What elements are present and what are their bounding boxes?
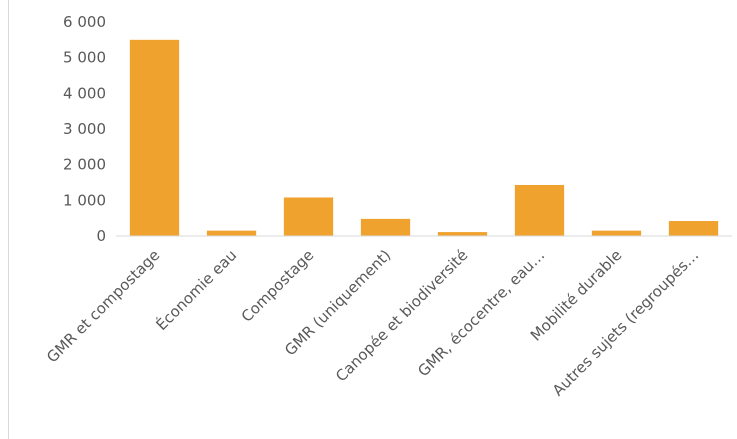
bar	[360, 218, 411, 236]
bar	[514, 184, 565, 236]
y-tick-label: 0	[96, 227, 106, 245]
x-category-label: Autres sujets (regroupés…	[549, 246, 702, 399]
bar	[129, 39, 180, 237]
x-category-label: GMR, écocentre, eau…	[414, 246, 548, 380]
y-tick-label: 5 000	[63, 49, 106, 67]
bar	[591, 230, 642, 236]
bar	[437, 232, 488, 236]
y-tick-label: 1 000	[63, 191, 106, 209]
x-category-label: Compostage	[238, 246, 318, 326]
bars	[129, 39, 719, 237]
bar	[283, 197, 334, 236]
x-category-label: GMR et compostage	[43, 246, 163, 366]
x-category-label: Économie eau	[152, 245, 241, 334]
y-tick-label: 4 000	[63, 84, 106, 102]
bar	[206, 230, 257, 236]
y-tick-label: 2 000	[63, 156, 106, 174]
y-tick-label: 3 000	[63, 120, 106, 138]
y-axis-ticks: 0 1 000 2 000 3 000 4 000 5 000 6 000	[63, 13, 106, 245]
panel-border	[8, 0, 9, 439]
x-category-label: Canopée et biodiversité	[332, 246, 471, 385]
bar	[668, 221, 719, 236]
y-tick-label: 6 000	[63, 13, 106, 31]
